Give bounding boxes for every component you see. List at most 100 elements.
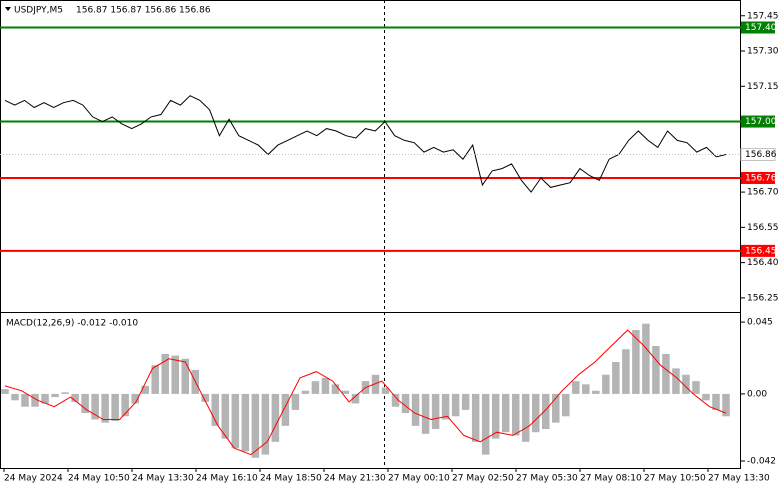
x-tick-label: 27 May 00:10 (388, 474, 450, 484)
macd-bar (682, 374, 690, 394)
macd-bar (141, 385, 149, 394)
y-tick-label: 156.55 (747, 223, 779, 233)
macd-bar (351, 393, 360, 404)
level-label-box (741, 244, 775, 257)
x-tick-label: 27 May 05:30 (516, 474, 578, 484)
macd-bar (501, 393, 510, 433)
y-tick-label: 0.00 (747, 389, 767, 399)
macd-bar (101, 393, 109, 423)
level-label-box (741, 171, 775, 184)
macd-bar (722, 393, 730, 417)
macd-bar (592, 390, 600, 394)
x-tick-label: 24 May 16:10 (196, 474, 258, 484)
level-label-box (741, 115, 775, 128)
x-tick-label: 27 May 13:30 (708, 474, 770, 484)
level-label: 156.76 (745, 173, 777, 183)
macd-bar (171, 355, 179, 394)
macd-bar (481, 393, 490, 455)
macd-bar (301, 390, 310, 394)
macd-bar (531, 393, 540, 433)
macd-bar (541, 393, 550, 430)
macd-bar (582, 384, 590, 394)
level-label-box (741, 21, 775, 34)
macd-bar (201, 393, 210, 402)
x-tick-label: 24 May 2024 (4, 474, 63, 484)
macd-bar (451, 393, 460, 417)
macd-bar (321, 377, 330, 394)
macd-bar (41, 393, 49, 404)
macd-title: MACD(12,26,9) -0.012 -0.010 (6, 319, 138, 329)
macd-bar (702, 393, 710, 401)
macd-bar (552, 393, 560, 423)
macd-bar (672, 368, 680, 394)
macd-bar (1, 389, 9, 394)
macd-bar (61, 392, 69, 394)
macd-bar (161, 354, 169, 394)
macd-bar (331, 384, 340, 394)
macd-bar (642, 323, 650, 394)
macd-bar (291, 393, 300, 410)
macd-bar (461, 393, 470, 410)
macd-bar (31, 393, 39, 407)
y-tick-label: 156.70 (747, 188, 779, 198)
macd-bar (231, 393, 240, 449)
macd-bar (622, 349, 630, 394)
macd-bar (111, 393, 119, 422)
macd-bar (181, 358, 190, 394)
macd-bar (612, 361, 620, 394)
macd-bar (471, 393, 480, 442)
macd-bar (652, 346, 660, 394)
current-price-label: 156.86 (745, 150, 777, 160)
macd-bar (81, 393, 89, 414)
menu-arrow (5, 7, 11, 11)
x-tick-label: 24 May 10:50 (68, 474, 130, 484)
macd-bar (241, 393, 250, 452)
macd-bar (371, 374, 380, 394)
macd-bar (572, 381, 580, 394)
macd-bar (521, 393, 530, 442)
macd-bar (411, 393, 420, 426)
macd-bar (121, 393, 129, 417)
macd-bar (261, 393, 270, 455)
macd-bar (562, 393, 570, 417)
macd-bar (221, 393, 230, 439)
level-label: 157.40 (745, 23, 777, 33)
y-tick-label: 157.45 (747, 11, 779, 21)
current-price-box (740, 147, 776, 161)
macd-bar (71, 393, 79, 402)
y-tick-label: 156.25 (747, 293, 779, 303)
macd-bar (51, 393, 59, 398)
macd-bar (21, 393, 29, 407)
macd-bar (211, 393, 220, 426)
x-tick-label: 27 May 02:50 (452, 474, 514, 484)
macd-bar (511, 393, 520, 436)
ohlc-values: 156.87 156.87 156.86 156.86 (76, 6, 211, 16)
macd-bar (341, 390, 350, 394)
signal-line (4, 329, 727, 456)
x-tick-label: 27 May 08:10 (580, 474, 642, 484)
x-tick-label: 24 May 13:30 (132, 474, 194, 484)
macd-bar (662, 354, 670, 394)
macd-bar (712, 393, 720, 410)
macd-bar (602, 374, 610, 394)
level-label: 157.00 (745, 117, 777, 127)
macd-bar (441, 393, 450, 420)
x-tick-label: 24 May 18:50 (260, 474, 322, 484)
macd-bar (251, 393, 260, 458)
macd-bar (151, 365, 159, 394)
macd-bar (311, 381, 320, 394)
y-tick-label: 157.15 (747, 82, 779, 92)
macd-bar (11, 393, 19, 401)
macd-bar (131, 393, 139, 404)
x-tick-label: 27 May 10:50 (644, 474, 706, 484)
price-line (4, 95, 727, 193)
level-label: 156.45 (745, 246, 777, 256)
y-tick-label: 157.30 (747, 47, 779, 57)
x-tick-label: 24 May 21:30 (324, 474, 386, 484)
y-tick-label: 156.40 (747, 258, 779, 268)
macd-bar (381, 387, 390, 394)
macd-bar (401, 393, 410, 414)
symbol-title: USDJPY,M5 (14, 6, 63, 16)
macd-bar (421, 393, 430, 434)
